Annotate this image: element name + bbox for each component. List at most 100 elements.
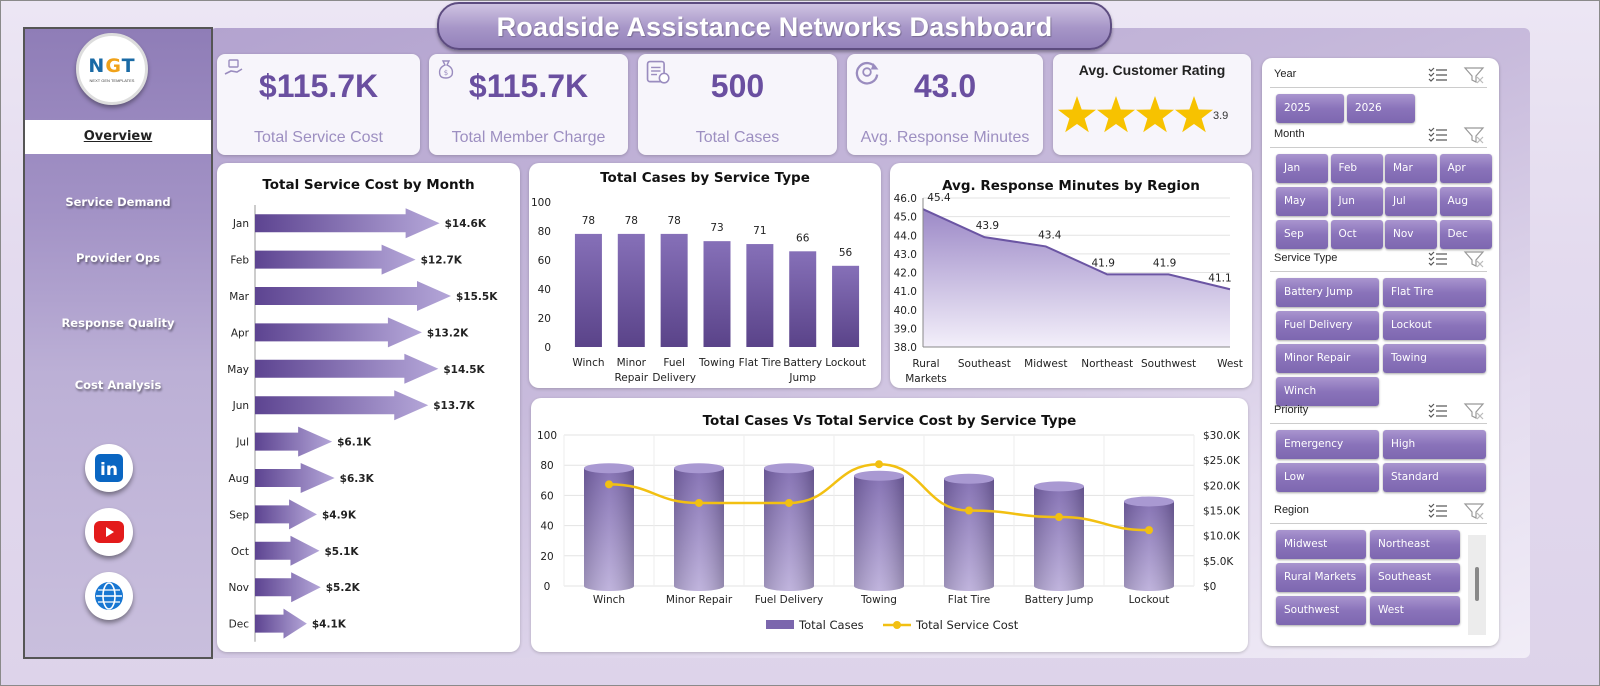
slicer-option-minor-repair[interactable]: Minor Repair xyxy=(1276,344,1379,373)
slicer-option-towing[interactable]: Towing xyxy=(1383,344,1486,373)
bar xyxy=(255,608,307,639)
slicer-option-jul[interactable]: Jul xyxy=(1385,187,1437,216)
globe-icon xyxy=(95,582,123,610)
chart-title: Total Service Cost by Month xyxy=(262,177,475,193)
nav-service-demand[interactable]: Service Demand xyxy=(65,195,171,209)
tick-label: 38.0 xyxy=(894,342,917,354)
tick-label: 20 xyxy=(538,313,551,325)
line-marker xyxy=(965,506,973,515)
tick-label: 43.0 xyxy=(894,249,917,261)
chart-cases-vs-cost: Total Cases Vs Total Service Cost by Ser… xyxy=(531,398,1248,652)
slicer-option-standard[interactable]: Standard xyxy=(1383,463,1486,492)
slicer-option-rural-markets[interactable]: Rural Markets xyxy=(1276,563,1366,592)
linkedin-button[interactable]: in xyxy=(85,444,133,492)
clear-filter-icon[interactable] xyxy=(1463,251,1485,268)
slicer-option-emergency[interactable]: Emergency xyxy=(1276,430,1379,459)
ngt-logo: NGT NEXT GEN TEMPLATES xyxy=(76,33,148,105)
tick-label: Towing xyxy=(860,594,897,606)
slicer-option-mar[interactable]: Mar xyxy=(1385,154,1437,183)
slicer-option-northeast[interactable]: Northeast xyxy=(1370,530,1460,559)
check-mark xyxy=(1428,77,1435,82)
website-button[interactable] xyxy=(85,572,133,620)
slicer-option-oct[interactable]: Oct xyxy=(1330,220,1383,249)
slicer-option-lockout[interactable]: Lockout xyxy=(1383,311,1486,340)
cases-vs-cost-plot: 0 20 40 60 80 100 $0 $5.0K $10.0K $15.0K $20.0K $25… xyxy=(537,430,1241,632)
slicer-option-midwest[interactable]: Midwest xyxy=(1276,530,1366,559)
slicer-option-apr[interactable]: Apr xyxy=(1439,154,1492,183)
check-mark xyxy=(1428,67,1435,72)
tick-label: 44.0 xyxy=(894,230,917,242)
kpi-total-service-cost: $115.7K Total Service Cost xyxy=(217,54,420,155)
check-mark xyxy=(1428,256,1435,261)
bar xyxy=(255,244,416,275)
slicer-option-2026[interactable]: 2026 xyxy=(1347,94,1415,123)
slicer-option-feb[interactable]: Feb xyxy=(1330,154,1383,183)
check-mark xyxy=(1428,508,1435,513)
tick-label: Mar xyxy=(229,291,249,303)
nav-overview[interactable]: Overview xyxy=(25,120,211,154)
data-label: $14.6K xyxy=(445,218,487,230)
data-label: 43.9 xyxy=(976,220,999,232)
multi-select-icon[interactable] xyxy=(1428,403,1447,418)
bar-top xyxy=(1124,496,1174,507)
multi-select-icon[interactable] xyxy=(1428,67,1447,82)
funnel-shape xyxy=(1463,67,1485,83)
slicer-option-low[interactable]: Low xyxy=(1276,463,1379,492)
tick-label: $10.0K xyxy=(1203,531,1241,543)
clear-filter-icon[interactable] xyxy=(1463,67,1485,84)
bar-top xyxy=(1034,481,1084,492)
bar xyxy=(703,241,731,347)
slicer-option-may[interactable]: May xyxy=(1276,187,1328,216)
tick-label: 0 xyxy=(544,342,551,354)
slicer-option-winch[interactable]: Winch xyxy=(1276,377,1379,406)
slicer-option-sep[interactable]: Sep xyxy=(1276,220,1328,249)
slicer-option-aug[interactable]: Aug xyxy=(1439,187,1492,216)
youtube-button[interactable] xyxy=(85,508,133,556)
kpi-total-cases: 500 Total Cases xyxy=(638,54,837,155)
tick-label: Battery Jump xyxy=(1025,594,1094,606)
tick-label: 60 xyxy=(538,255,551,267)
slicer-option-flat-tire[interactable]: Flat Tire xyxy=(1383,278,1486,307)
nav-response-quality[interactable]: Response Quality xyxy=(61,316,175,330)
slicer-option-jun[interactable]: Jun xyxy=(1330,187,1383,216)
tick-label: Markets xyxy=(905,373,947,385)
line-marker xyxy=(695,498,703,507)
nav-provider-ops[interactable]: Provider Ops xyxy=(76,251,160,265)
tick-label: $5.0K xyxy=(1203,556,1234,568)
slicer-option-nov[interactable]: Nov xyxy=(1385,220,1437,249)
kpi-label: Total Service Cost xyxy=(254,129,383,146)
refresh-clock-icon xyxy=(855,61,879,85)
data-label: 56 xyxy=(839,247,853,259)
bar xyxy=(255,572,321,603)
legend-swatch xyxy=(766,620,794,629)
multi-select-icon[interactable] xyxy=(1428,251,1447,266)
check-mark xyxy=(1428,132,1435,137)
slicer-option-2025[interactable]: 2025 xyxy=(1276,94,1344,123)
slicer-option-southeast[interactable]: Southeast xyxy=(1370,563,1460,592)
clear-filter-icon[interactable] xyxy=(1463,127,1485,144)
bar-shade xyxy=(764,468,814,591)
check-mark xyxy=(1428,137,1435,142)
multi-select-icon[interactable] xyxy=(1428,127,1447,142)
slicer-panel: Year 2025 2026 Month Jan Feb Mar Apr May Jun Jul Au… xyxy=(1262,58,1499,646)
clear-filter-icon[interactable] xyxy=(1463,403,1485,420)
slicer-option-high[interactable]: High xyxy=(1383,430,1486,459)
clear-filter-icon[interactable] xyxy=(1463,503,1485,520)
nav-cost-analysis[interactable]: Cost Analysis xyxy=(74,378,162,392)
tick-label: Jul xyxy=(235,437,249,449)
slicer-option-battery-jump[interactable]: Battery Jump xyxy=(1276,278,1379,307)
slicer-option-west[interactable]: West xyxy=(1370,596,1460,625)
slicer-option-southwest[interactable]: Southwest xyxy=(1276,596,1366,625)
multi-select-icon[interactable] xyxy=(1428,503,1447,518)
bar xyxy=(255,208,440,239)
kpi-value: $115.7K xyxy=(258,68,379,104)
scrollbar-thumb[interactable] xyxy=(1475,567,1479,601)
kpi-label: Total Member Charge xyxy=(451,129,606,146)
slicer-option-fuel-delivery[interactable]: Fuel Delivery xyxy=(1276,311,1379,340)
logo-subtext: NEXT GEN TEMPLATES xyxy=(89,78,135,83)
region-scrollbar[interactable] xyxy=(1468,535,1486,635)
slicer-title-year: Year xyxy=(1274,68,1297,80)
line-marker xyxy=(875,460,883,469)
slicer-option-dec[interactable]: Dec xyxy=(1439,220,1492,249)
slicer-option-jan[interactable]: Jan xyxy=(1276,154,1328,183)
